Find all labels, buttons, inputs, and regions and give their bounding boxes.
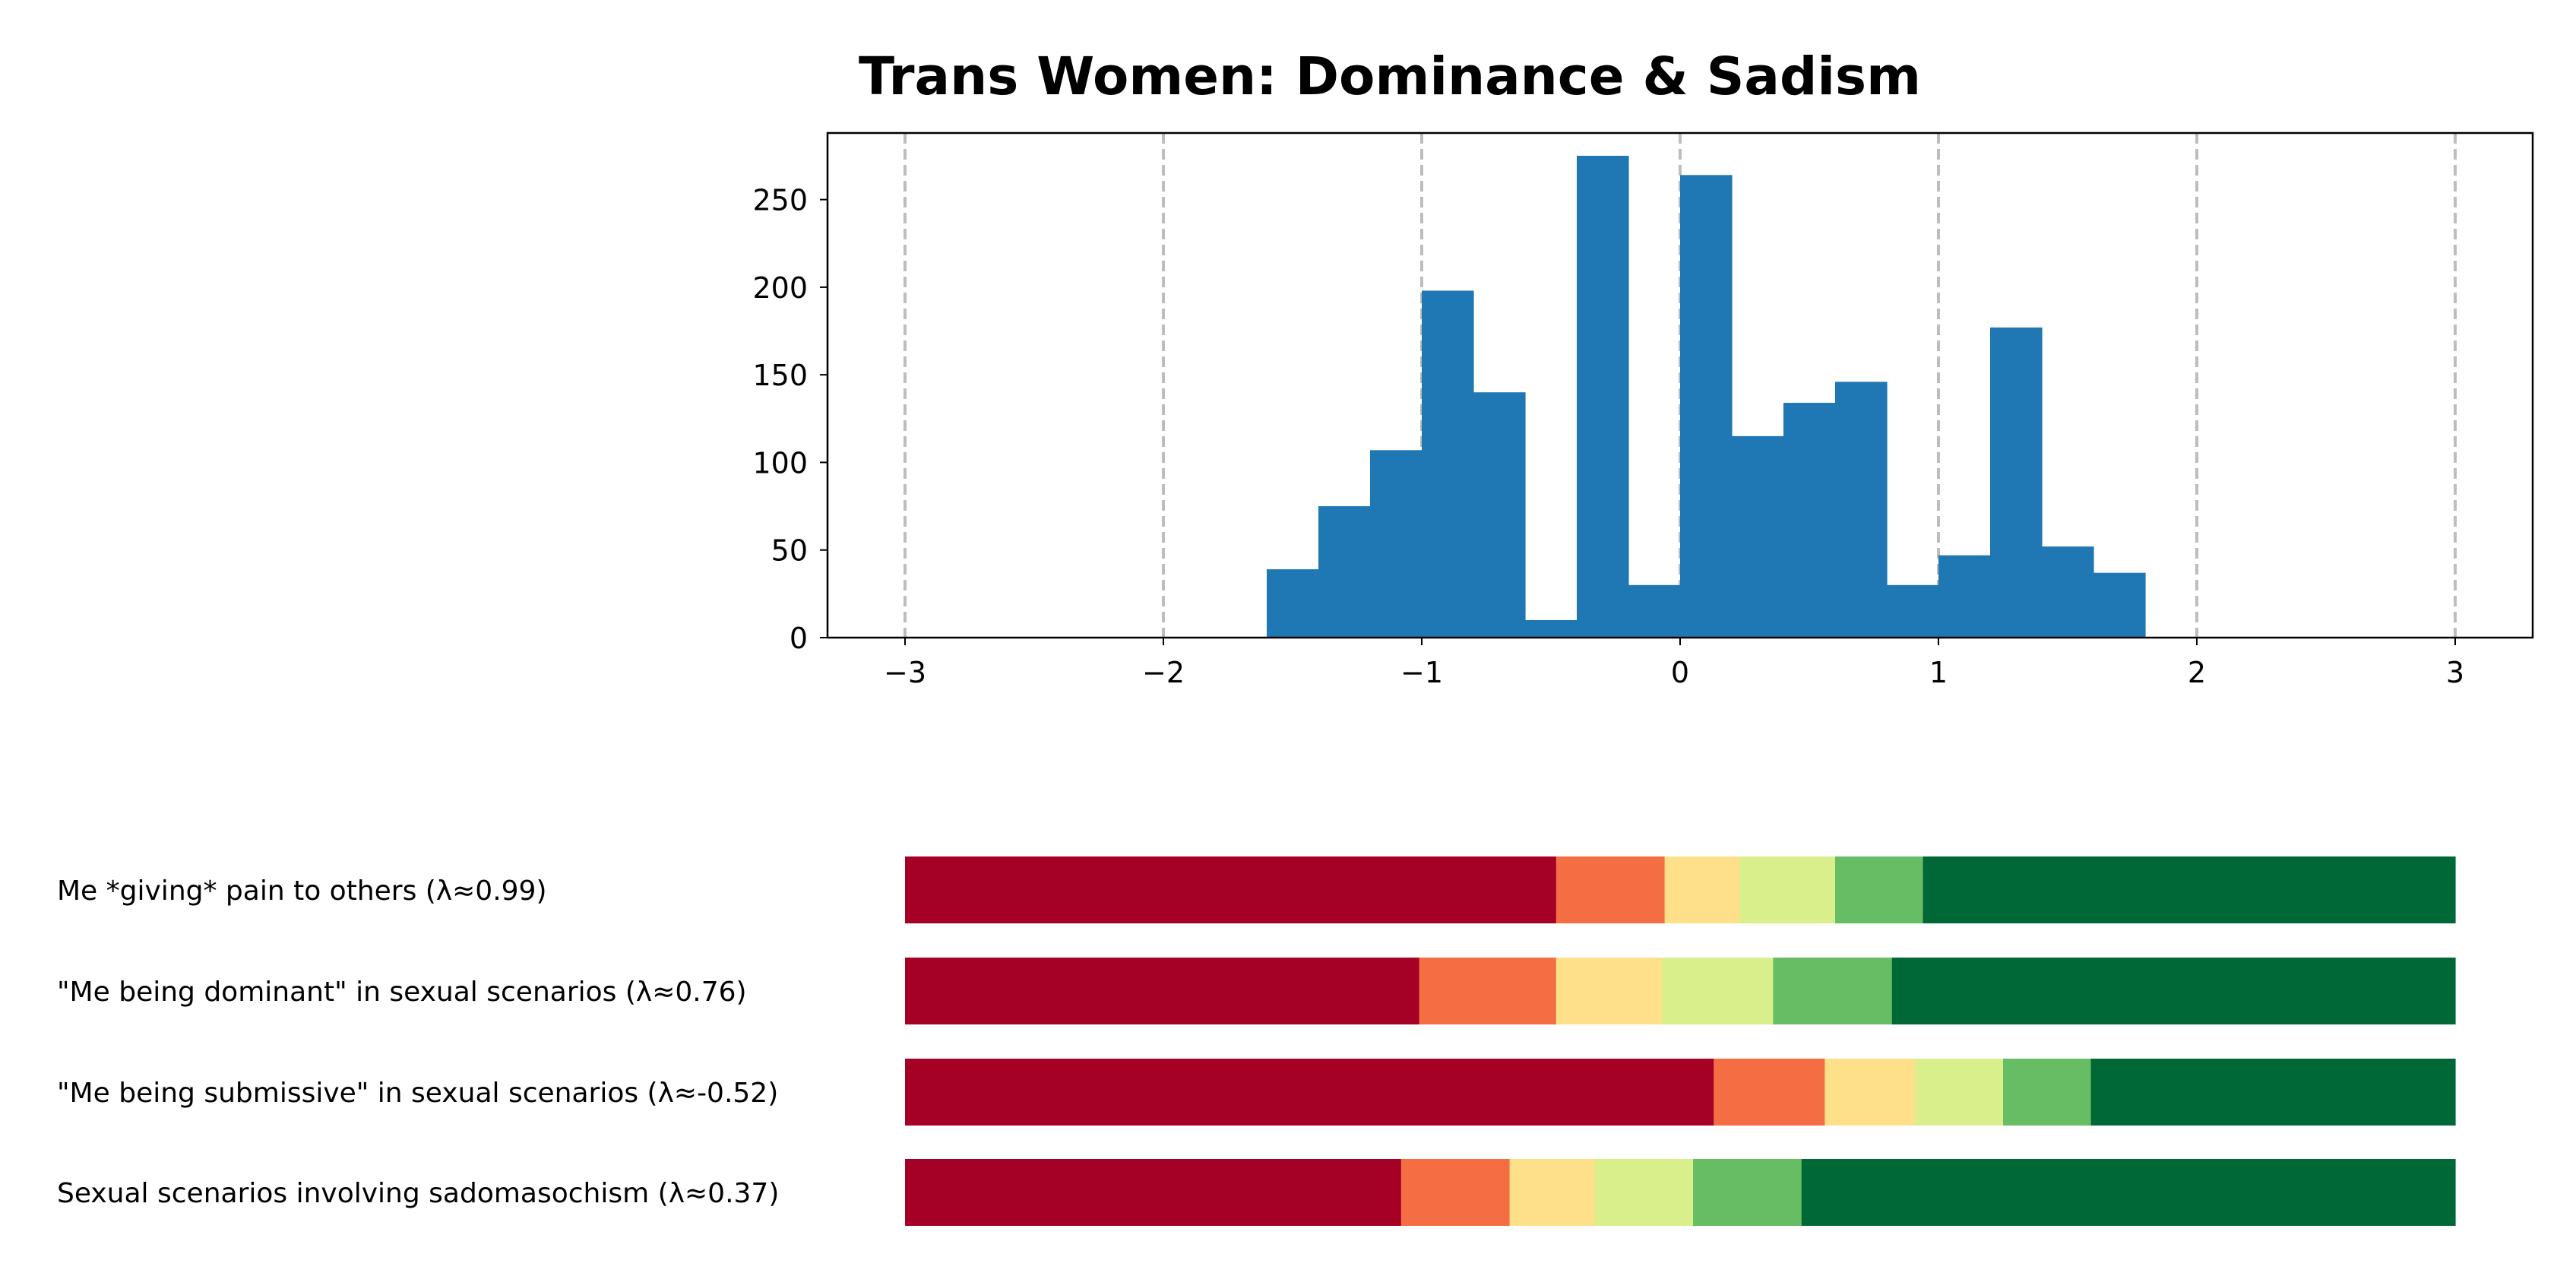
stacked-bar-segment xyxy=(1555,856,1666,923)
stacked-bar-segment xyxy=(1923,856,2456,923)
y-tick-label: 100 xyxy=(752,446,808,480)
stacked-bar-segment xyxy=(1555,958,1663,1024)
x-tick-label: −3 xyxy=(884,656,926,689)
stacked-bar-segment xyxy=(2090,1059,2456,1126)
histogram-bar xyxy=(1318,506,1371,638)
bar-row-label: Sexual scenarios involving sadomasochism… xyxy=(57,1178,779,1209)
stacked-bar-segment xyxy=(905,1059,1714,1126)
stacked-bar-segment xyxy=(1801,1159,2456,1226)
stacked-bar-segment xyxy=(1693,1159,1802,1226)
y-tick-label: 150 xyxy=(752,359,808,392)
stacked-bar-segment xyxy=(1714,1059,1825,1126)
stacked-bar-segment xyxy=(1419,958,1557,1024)
histogram-x-axis: −3 −2 −1 0 1 2 3 xyxy=(884,638,2464,689)
histogram-bars xyxy=(1267,155,2146,638)
x-tick-label: 0 xyxy=(1671,656,1689,689)
stacked-bar-segment xyxy=(2003,1059,2092,1126)
x-tick-label: 3 xyxy=(2446,656,2464,689)
bar-row-label: "Me being submissive" in sexual scenario… xyxy=(57,1078,778,1109)
stacked-bar-chart: Me *giving* pain to others (λ≈0.99) "Me b… xyxy=(57,856,2456,1226)
histogram-bar xyxy=(1783,403,1836,638)
histogram-bar xyxy=(1732,435,1784,638)
histogram-bar xyxy=(1835,382,1888,638)
y-tick-label: 200 xyxy=(752,271,808,305)
stacked-bar-segment xyxy=(905,1159,1402,1226)
stacked-bar-segment xyxy=(1773,958,1893,1024)
stacked-bar-segment xyxy=(1400,1159,1511,1226)
histogram-bar xyxy=(1422,290,1474,638)
stacked-bar-segment xyxy=(1824,1059,1916,1126)
histogram-bar xyxy=(1525,619,1578,638)
stacked-bar-segment xyxy=(1891,958,2456,1024)
histogram-bar xyxy=(2093,572,2146,638)
histogram-bar xyxy=(1680,175,1733,638)
stacked-bar-segment xyxy=(1835,856,1924,923)
histogram-bar xyxy=(1267,569,1319,638)
y-tick-label: 50 xyxy=(771,534,808,568)
stacked-bar-segment xyxy=(905,856,1557,923)
histogram-bar xyxy=(1628,584,1681,638)
histogram-bar xyxy=(1990,327,2043,638)
stacked-bar-segment xyxy=(905,958,1420,1024)
stacked-bar-segment xyxy=(1664,856,1740,923)
histogram-bar xyxy=(1577,155,1629,638)
histogram-bar xyxy=(1370,450,1422,638)
x-tick-label: −2 xyxy=(1142,656,1185,689)
stacked-bar-segment xyxy=(1662,958,1774,1024)
bar-row-label: "Me being dominant" in sexual scenarios … xyxy=(57,977,747,1008)
histogram-bar xyxy=(1473,392,1526,638)
x-tick-label: 1 xyxy=(1929,656,1948,689)
stacked-bar-segment xyxy=(1509,1159,1596,1226)
bar-row-label: Me *giving* pain to others (λ≈0.99) xyxy=(57,875,547,907)
y-tick-label: 0 xyxy=(790,622,808,655)
x-tick-label: −1 xyxy=(1400,656,1443,689)
y-tick-label: 250 xyxy=(752,184,808,217)
x-tick-label: 2 xyxy=(2188,656,2206,689)
stacked-bar-segment xyxy=(1594,1159,1694,1226)
stacked-bar-segment xyxy=(1739,856,1836,923)
stacked-bar-segment xyxy=(1915,1059,2004,1126)
chart-title: Trans Women: Dominance & Sadism xyxy=(859,46,1921,107)
histogram-bar xyxy=(2042,546,2094,638)
histogram-bar xyxy=(1938,555,1991,638)
histogram-bar xyxy=(1887,584,1939,638)
histogram-y-axis: 0 50 100 150 200 250 xyxy=(752,184,828,655)
